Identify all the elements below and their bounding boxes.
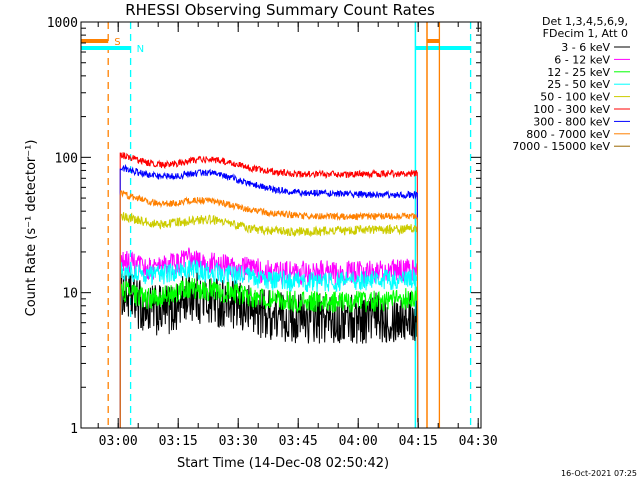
plot-frame [80,21,482,429]
y-tick-label: 10 [62,287,78,302]
series-line-25-50-kev [119,259,419,428]
chart-title: RHESSI Observing Summary Count Rates [125,1,435,19]
y-tick-label: 1 [70,422,78,437]
x-tick-label: 04:00 [339,434,378,449]
x-tick-label: 03:00 [99,434,138,449]
band-segment-2 [414,22,472,428]
x-tick-label: 03:45 [279,434,318,449]
legend-label: 7000 - 15000 keV [512,140,610,153]
x-tick-label: 04:15 [399,434,438,449]
band-label: S [114,37,120,48]
series-line-300-800-kev [119,163,419,428]
legend-label: 25 - 50 keV [547,78,610,91]
band-layer: SN [81,22,472,428]
axes-layer: 1 10 100 1000 03:00 03:15 03:30 03:45 04:00 04:15… [47,16,498,449]
series-line-3-6-kev [119,266,419,428]
series-line-12-25-kev [119,277,419,428]
legend-label: 6 - 12 keV [554,53,610,66]
series-layer [119,152,419,428]
x-axis-label: Start Time (14-Dec-08 02:50:42) [177,456,389,471]
band-n: N [81,22,144,428]
x-tick-label: 03:15 [159,434,198,449]
legend-header-line: FDecim 1, Att 0 [543,27,628,40]
band-s: S [81,22,121,428]
legend-header-line: Det 1,3,4,5,6,9, [542,15,628,28]
series-line-50-100-kev [119,212,419,428]
legend-label: 800 - 7000 keV [526,128,610,141]
band-segment-3 [426,22,441,428]
series-line-100-300-kev [119,152,419,428]
x-tick-label: 04:30 [459,434,498,449]
footer-date: 16-Oct-2021 07:25 [561,469,637,478]
legend-label: 3 - 6 keV [561,41,610,54]
y-tick-label: 100 [55,151,78,166]
legend-label: 300 - 800 keV [533,115,610,128]
legend-label: 12 - 25 keV [547,66,610,79]
band-label: N [137,44,144,55]
legend: Det 1,3,4,5,6,9,FDecim 1, Att 03 - 6 keV… [512,15,630,153]
legend-label: 100 - 300 keV [533,103,610,116]
y-tick-label: 1000 [47,16,78,31]
x-tick-label: 03:30 [219,434,258,449]
y-axis-label: Count Rate (s⁻¹ detector⁻¹) [24,140,39,317]
legend-label: 50 - 100 keV [540,91,610,104]
series-line-800-7000-kev [119,190,419,428]
